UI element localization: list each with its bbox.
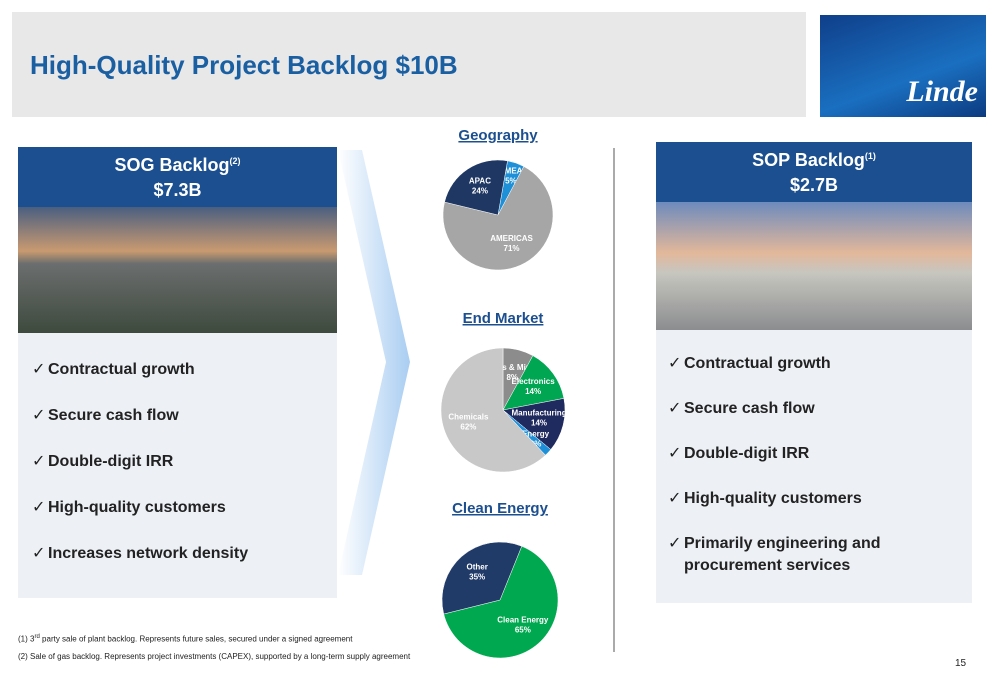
bullet: Contractual growth [32,359,337,381]
slice-label: Chemicals [448,413,489,422]
slice-value-label: 8% [506,373,518,382]
footnote-number: (1) [18,634,28,644]
footnote-ordinal: 3 [30,634,35,644]
footnote: (1) 3rd party sale of plant backlog. Rep… [18,634,352,644]
pie-slice [502,355,565,411]
slice-label: Other [466,563,487,572]
slice-value-label: 65% [515,625,531,634]
bullet: Secure cash flow [668,398,962,420]
page-number: 15 [955,658,967,669]
slice-label: Clean Energy [497,615,549,624]
slice-value-label: 14% [531,418,547,427]
slice-value-label: 71% [504,244,520,253]
slice-value-label: 14% [525,387,541,396]
sop-title: SOP Backlog [752,150,865,170]
bullet: High-quality customers [668,488,962,510]
slice-label: Electronics [512,377,556,386]
pie-slice [443,545,559,659]
sog-amount: $7.3B [153,180,202,200]
sog-note: (2) [229,156,241,166]
bullet: Primarily engineering and procurement se… [668,533,962,577]
pie-slice [442,166,554,271]
sog-photo [18,207,337,333]
slice-label: AMERICAS [490,234,533,243]
bullet: Contractual growth [668,353,962,375]
sog-box: Contractual growth Secure cash flow Double… [18,333,337,598]
chart-title: End Market [463,310,544,327]
sop-amount: $2.7B [789,175,839,195]
bullet: Double-digit IRR [32,451,337,473]
slice-value-label: 62% [460,423,476,432]
chart-title: Clean Energy [452,500,549,517]
chart-title: Geography [458,127,538,144]
logo-text: Linde [906,75,978,108]
sop-box: Contractual growth Secure cash flow Double… [656,330,972,603]
footnote-text: party sale of plant backlog. Represents … [42,634,353,644]
pie-slice [440,347,546,473]
pie-slice [441,541,523,615]
footnote-number: (2) [18,652,28,661]
chevron [338,150,410,575]
sog-header: SOG Backlog(2) $7.3B [18,147,337,207]
slice-value-label: 2% [530,440,542,449]
footnote-suffix: rd [34,634,40,640]
slice-value-label: 35% [469,573,485,582]
slice-label: APAC [469,176,491,185]
sog-title: SOG Backlog [114,155,230,175]
sop-photo [656,202,972,330]
sop-note: (1) [864,151,876,161]
bullet: High-quality customers [32,497,337,519]
slice-label: EMEA [499,167,522,176]
footnote: (2) Sale of gas backlog. Represents proj… [18,652,410,661]
slide-title: High-Quality Project Backlog $10B [30,50,458,80]
header-band [12,12,806,117]
pie-slice [502,398,566,450]
footnote-text: Sale of gas backlog. Represents project … [30,652,411,661]
logo: Linde [820,15,986,117]
slice-label: Energy [522,430,550,439]
bullet: Secure cash flow [32,405,337,427]
bullet: Increases network density [32,543,337,565]
slice-value-label: 24% [472,186,488,195]
bullet: Double-digit IRR [668,443,962,465]
slice-label: Manufacturing [511,408,566,417]
slice-label: Metals & Mining [482,363,543,372]
sop-header: SOP Backlog(1) $2.7B [656,142,972,202]
slice-value-label: 5% [505,177,517,186]
pie-slice [444,159,508,216]
